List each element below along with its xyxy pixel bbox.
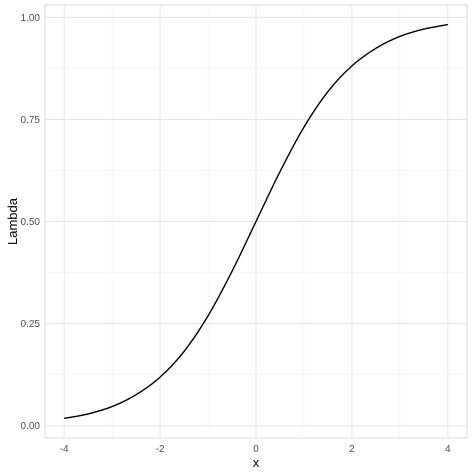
x-axis-ticks: -4 -2 0 2 4 [60,444,451,455]
major-gridlines [45,5,467,438]
y-tick-label: 0.00 [21,421,41,432]
x-tick-label: -4 [60,444,69,455]
x-tick-label: 4 [445,444,451,455]
x-axis-title: x [253,455,260,470]
x-tick-label: 0 [253,444,259,455]
y-tick-label: 0.50 [21,217,41,228]
panel-border [44,4,468,439]
x-tick-label: 2 [349,444,355,455]
y-axis-ticks: 0.00 0.25 0.50 0.75 1.00 [21,13,41,432]
y-axis-title: Lambda [5,197,20,245]
series-line [64,23,448,420]
y-tick-label: 1.00 [21,13,41,24]
x-tick-label: -2 [156,444,165,455]
y-tick-label: 0.25 [21,319,41,330]
y-tick-label: 0.75 [21,115,41,126]
